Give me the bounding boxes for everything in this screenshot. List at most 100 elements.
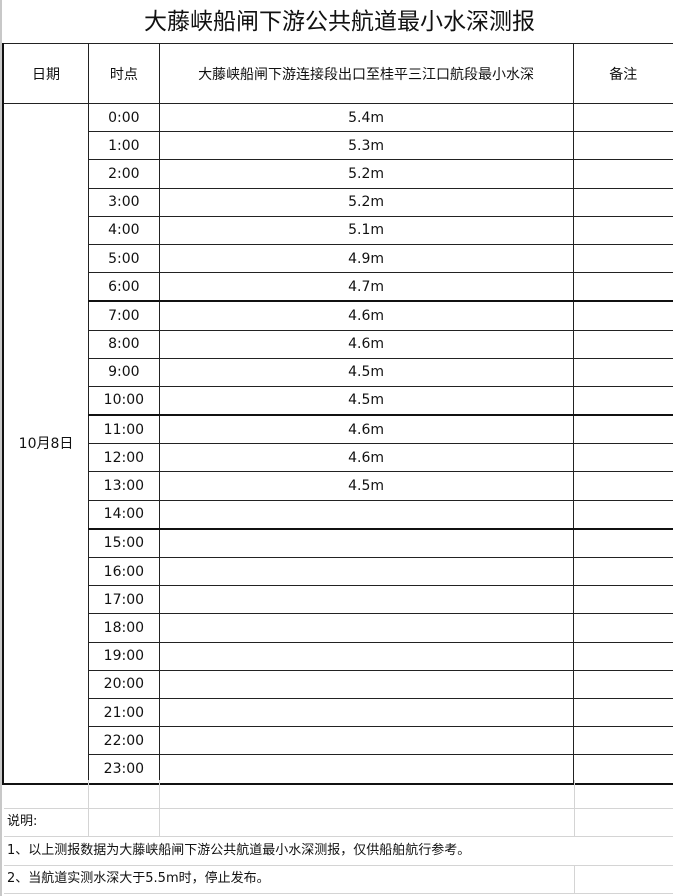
depth-cell[interactable]: 4.5m — [158, 385, 574, 417]
depth-cell[interactable]: 4.5m — [158, 471, 574, 501]
depth-cell[interactable]: 4.5m — [158, 357, 574, 387]
time-cell[interactable]: 14:00 — [88, 499, 160, 530]
depth-cell[interactable]: 4.6m — [158, 300, 574, 331]
time-cell[interactable]: 11:00 — [88, 414, 160, 445]
remark-cell[interactable] — [572, 357, 673, 387]
time-cell[interactable]: 7:00 — [88, 300, 160, 331]
remark-cell[interactable] — [572, 754, 673, 785]
remark-cell[interactable] — [572, 215, 673, 245]
depth-cell[interactable]: 4.6m — [158, 414, 574, 445]
depth-cell[interactable]: 5.4m — [158, 102, 574, 133]
date-cell[interactable]: 10月8日 — [2, 103, 90, 785]
table-row: 21:00 — [3, 697, 673, 728]
depth-cell[interactable]: 4.6m — [158, 329, 574, 359]
depth-cell[interactable] — [158, 754, 574, 785]
time-cell[interactable]: 16:00 — [88, 556, 160, 587]
time-cell[interactable]: 23:00 — [88, 754, 160, 785]
time-cell[interactable]: 4:00 — [88, 215, 160, 245]
time-cell[interactable]: 2:00 — [88, 159, 160, 189]
table-row: 10:00 4.5m — [3, 385, 673, 417]
remark-cell[interactable] — [572, 443, 673, 473]
note-1: 1、以上测报数据为大藤峡船闸下游公共航道最小水深测报，仅供船舶航行参考。 — [7, 843, 471, 858]
depth-cell[interactable] — [158, 726, 574, 756]
remark-cell[interactable] — [572, 329, 673, 359]
time-cell[interactable]: 22:00 — [88, 726, 160, 756]
remark-cell[interactable] — [572, 243, 673, 274]
report-title: 大藤峡船闸下游公共航道最小水深测报 — [144, 9, 535, 35]
depth-cell[interactable] — [158, 613, 574, 643]
remark-cell[interactable] — [572, 613, 673, 643]
empty-row[interactable] — [4, 780, 673, 809]
table-row: 18:00 — [3, 613, 673, 643]
remark-cell[interactable] — [572, 102, 673, 133]
depth-cell[interactable]: 4.6m — [158, 443, 574, 473]
remark-cell[interactable] — [572, 159, 673, 189]
table-row: 6:00 4.7m — [3, 272, 673, 303]
remark-cell[interactable] — [572, 414, 673, 445]
depth-table: 日期 时点 大藤峡船闸下游连接段出口至桂平三江口航段最小水深 备注 10月8日 0… — [2, 43, 673, 785]
remark-cell[interactable] — [572, 585, 673, 615]
header-remark: 备注 — [572, 43, 673, 104]
table-row: 20:00 — [3, 669, 673, 699]
time-cell[interactable]: 18:00 — [88, 613, 160, 643]
time-cell[interactable]: 1:00 — [88, 131, 160, 161]
table-row: 11:00 4.6m — [3, 414, 673, 445]
depth-cell[interactable]: 5.1m — [158, 215, 574, 245]
time-cell[interactable]: 15:00 — [88, 528, 160, 558]
time-cell[interactable]: 5:00 — [88, 243, 160, 274]
time-cell[interactable]: 19:00 — [88, 641, 160, 671]
remark-cell[interactable] — [572, 528, 673, 558]
remark-cell[interactable] — [572, 556, 673, 587]
remark-cell[interactable] — [572, 726, 673, 756]
depth-cell[interactable]: 5.2m — [158, 159, 574, 189]
table-row: 22:00 — [3, 726, 673, 756]
time-cell[interactable]: 6:00 — [88, 272, 160, 303]
time-cell[interactable]: 10:00 — [88, 385, 160, 417]
table-row: 3:00 5.2m — [3, 187, 673, 217]
time-cell[interactable]: 21:00 — [88, 697, 160, 728]
table-row: 19:00 — [3, 641, 673, 671]
time-cell[interactable]: 12:00 — [88, 443, 160, 473]
remark-cell[interactable] — [572, 641, 673, 671]
table-row: 10月8日 0:00 5.4m — [2, 102, 673, 785]
depth-cell[interactable]: 4.9m — [158, 243, 574, 274]
note-row-1[interactable]: 1、以上测报数据为大藤峡船闸下游公共航道最小水深测报，仅供船舶航行参考。 — [4, 837, 673, 866]
remark-cell[interactable] — [572, 385, 673, 417]
time-cell[interactable]: 17:00 — [88, 585, 160, 615]
remark-cell[interactable] — [572, 187, 673, 217]
remark-cell[interactable] — [572, 697, 673, 728]
remark-cell[interactable] — [572, 471, 673, 501]
depth-cell[interactable] — [158, 669, 574, 699]
depth-cell[interactable] — [158, 528, 574, 558]
table-row: 7:00 4.6m — [3, 300, 673, 331]
table-row: 13:00 4.5m — [3, 471, 673, 501]
remark-cell[interactable] — [572, 669, 673, 699]
time-cell[interactable]: 9:00 — [88, 357, 160, 387]
notes-heading-row[interactable]: 说明: — [4, 808, 673, 837]
time-cell[interactable]: 8:00 — [88, 329, 160, 359]
time-cell[interactable]: 13:00 — [88, 471, 160, 501]
depth-cell[interactable] — [158, 585, 574, 615]
table-row: 15:00 — [3, 528, 673, 558]
notes-heading: 说明: — [7, 814, 38, 829]
table-row: 9:00 4.5m — [3, 357, 673, 387]
depth-cell[interactable] — [158, 556, 574, 587]
depth-cell[interactable]: 5.3m — [158, 131, 574, 161]
note-row-2[interactable]: 2、当航道实测水深大于5.5m时，停止发布。 — [4, 865, 673, 894]
depth-cell[interactable]: 5.2m — [158, 187, 574, 217]
table-row: 16:00 — [3, 556, 673, 587]
remark-cell[interactable] — [572, 300, 673, 331]
note-2: 2、当航道实测水深大于5.5m时，停止发布。 — [7, 871, 270, 886]
time-cell[interactable]: 3:00 — [88, 187, 160, 217]
header-row: 日期 时点 大藤峡船闸下游连接段出口至桂平三江口航段最小水深 备注 — [2, 43, 673, 104]
remark-cell[interactable] — [572, 131, 673, 161]
depth-cell[interactable] — [158, 641, 574, 671]
remark-cell[interactable] — [572, 499, 673, 530]
time-cell[interactable]: 0:00 — [88, 102, 160, 133]
depth-cell[interactable]: 4.7m — [158, 272, 574, 303]
remark-cell[interactable] — [572, 272, 673, 303]
time-cell[interactable]: 20:00 — [88, 669, 160, 699]
depth-cell[interactable] — [158, 499, 574, 530]
depth-cell[interactable] — [158, 697, 574, 728]
